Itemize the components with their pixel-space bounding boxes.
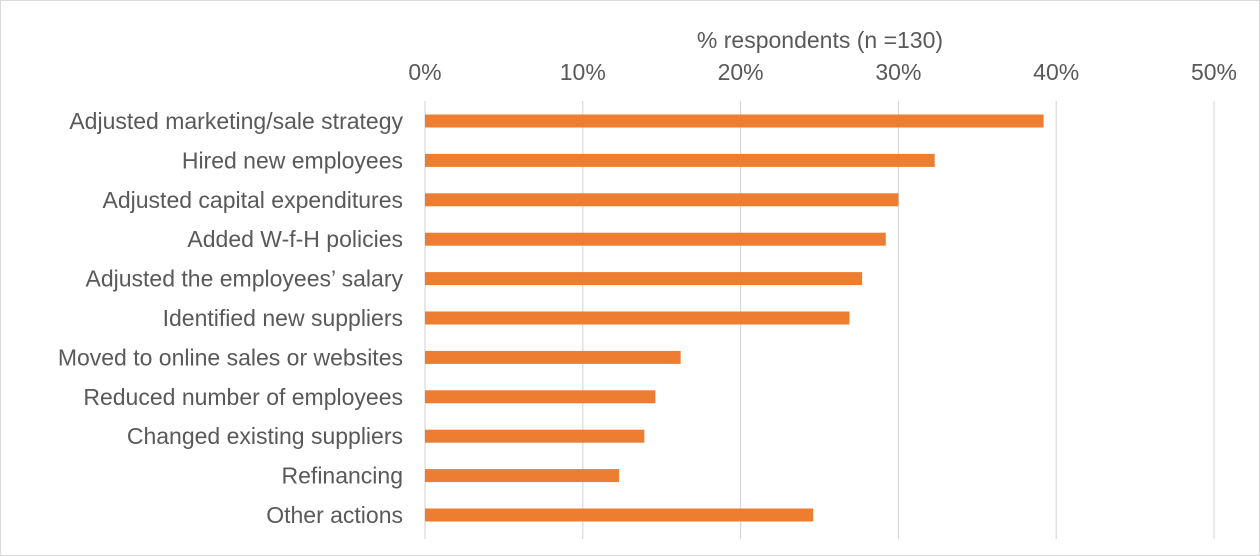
category-label: Hired new employees <box>182 147 403 173</box>
bar <box>425 232 886 246</box>
x-tick-label: 40% <box>1033 59 1079 85</box>
category-label: Adjusted capital expenditures <box>103 187 403 213</box>
category-label: Adjusted marketing/sale strategy <box>69 108 403 134</box>
bar <box>425 390 656 404</box>
bar <box>425 153 935 167</box>
bar <box>425 350 681 364</box>
category-label: Added W-f-H policies <box>187 226 403 252</box>
x-tick-label: 20% <box>718 59 764 85</box>
bar <box>425 429 645 443</box>
category-labels: Adjusted marketing/sale strategy Hired ne… <box>58 108 404 528</box>
bar <box>425 193 899 207</box>
x-tick-label: 30% <box>875 59 921 85</box>
category-label: Identified new suppliers <box>163 305 403 331</box>
bar <box>425 114 1044 128</box>
bar <box>425 311 850 325</box>
category-label: Reduced number of employees <box>83 384 403 410</box>
category-label: Adjusted the employees’ salary <box>86 266 404 292</box>
category-label: Moved to online sales or websites <box>58 344 403 370</box>
bars <box>425 114 1044 522</box>
category-label: Other actions <box>266 502 403 528</box>
category-label: Changed existing suppliers <box>127 423 403 449</box>
x-tick-label: 0% <box>408 59 441 85</box>
bar <box>425 508 814 522</box>
gridlines <box>424 101 1215 539</box>
x-tick-label: 50% <box>1191 59 1237 85</box>
bar <box>425 469 620 483</box>
x-tick-labels: 0% 10% 20% 30% 40% 50% <box>408 59 1237 85</box>
bar <box>425 272 863 286</box>
x-tick-label: 10% <box>560 59 606 85</box>
category-label: Refinancing <box>282 463 403 489</box>
x-axis-title: % respondents (n =130) <box>697 27 943 53</box>
